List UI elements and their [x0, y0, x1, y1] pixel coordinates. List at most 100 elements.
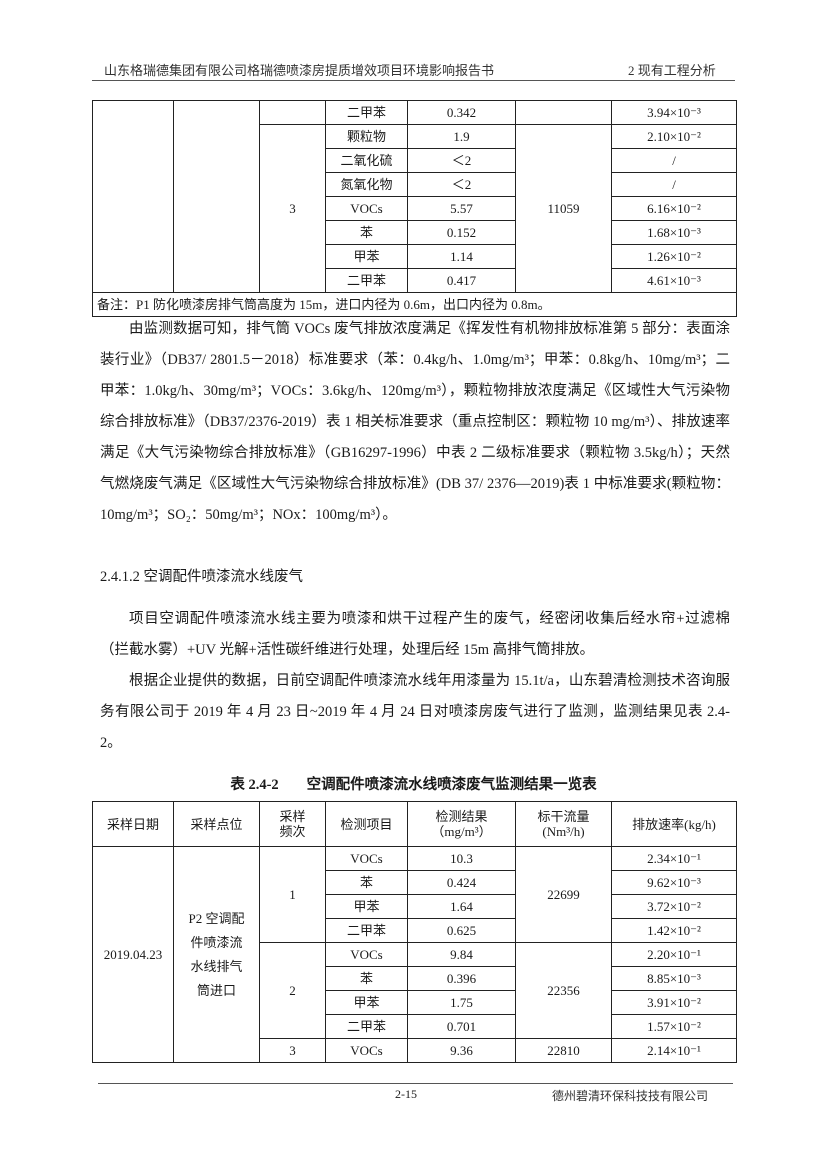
flow-cell: 22810 — [515, 1038, 612, 1063]
conc-cell: 9.84 — [407, 942, 516, 967]
paragraph-monitoring: 根据企业提供的数据，日前空调配件喷漆流水线年用漆量为 15.1t/a，山东碧清检… — [100, 673, 730, 751]
rate-cell: 2.14×10⁻¹ — [611, 1038, 737, 1063]
freq-cell: 3 — [259, 1038, 326, 1063]
conc-cell: 10.3 — [407, 846, 516, 871]
table-caption-title: 空调配件喷漆流水线喷漆废气监测结果一览表 — [306, 777, 597, 793]
rate-cell: 2.34×10⁻¹ — [611, 846, 737, 871]
table-row: 2 VOCs 9.84 22356 2.20×10⁻¹ — [93, 942, 737, 1039]
rate-cell: 6.16×10⁻² — [611, 196, 737, 221]
header-frequency: 采样频次 — [259, 801, 326, 847]
item-cell: VOCs — [325, 196, 408, 221]
footer-divider — [98, 1083, 733, 1084]
table-header-row: 采样日期 采样点位 采样频次 检测项目 检测结果（mg/m³） 标干流量(Nm³… — [92, 801, 737, 847]
item-cell: VOCs — [325, 1038, 408, 1063]
freq-cell: 2 — [259, 942, 326, 1039]
item-cell: 甲苯 — [325, 894, 408, 919]
conc-cell: 0.342 — [407, 100, 516, 125]
conc-cell: 0.424 — [407, 870, 516, 895]
table-caption: 表 2.4-2 空调配件喷漆流水线喷漆废气监测结果一览表 — [0, 773, 827, 794]
header-rate: 排放速率(kg/h) — [611, 801, 737, 847]
freq-cell: 3 — [259, 124, 326, 293]
table-row: 3 VOCs 9.36 22810 2.14×10⁻¹ — [93, 1038, 737, 1063]
rate-cell: 3.94×10⁻³ — [611, 100, 737, 125]
item-cell: 二甲苯 — [325, 1014, 408, 1039]
rate-cell: 1.57×10⁻² — [611, 1014, 737, 1039]
table-note: 备注：P1 防化喷漆房排气筒高度为 15m，进口内径为 0.6m，出口内径为 0… — [92, 292, 737, 317]
item-cell: 二甲苯 — [325, 268, 408, 293]
item-cell: 二甲苯 — [325, 100, 408, 125]
conc-cell: 0.625 — [407, 918, 516, 943]
monitoring-results-table: 采样日期 采样点位 采样频次 检测项目 检测结果（mg/m³） 标干流量(Nm³… — [92, 801, 737, 1063]
conc-cell: 0.417 — [407, 268, 516, 293]
conc-cell: 1.64 — [407, 894, 516, 919]
freq-cell: 1 — [259, 846, 326, 943]
table-note-row: 备注：P1 防化喷漆房排气筒高度为 15m，进口内径为 0.6m，出口内径为 0… — [92, 292, 737, 317]
running-header-title: 山东格瑞德集团有限公司格瑞德喷漆房提质增效项目环境影响报告书 — [104, 63, 495, 78]
rate-cell: / — [611, 172, 737, 197]
rate-cell: 4.61×10⁻³ — [611, 268, 737, 293]
table-row: 甲苯 1.14 1.26×10⁻² — [93, 244, 737, 269]
item-cell: VOCs — [325, 942, 408, 967]
section-heading: 2.4.1.2 空调配件喷漆流水线废气 — [100, 569, 303, 585]
running-header-section: 2 现有工程分析 — [628, 63, 716, 78]
item-cell: 甲苯 — [325, 990, 408, 1015]
item-cell: 颗粒物 — [325, 124, 408, 149]
table-row: 甲苯 1.75 3.91×10⁻² — [93, 990, 737, 1015]
item-cell: 苯 — [325, 220, 408, 245]
conc-cell: 1.9 — [407, 124, 516, 149]
freq-cell — [259, 100, 326, 125]
conc-cell: 0.396 — [407, 966, 516, 991]
table-row: 二氧化硫 ＜2 / — [93, 148, 737, 173]
item-cell: 氮氧化物 — [325, 172, 408, 197]
rate-cell: 3.72×10⁻² — [611, 894, 737, 919]
flow-cell: 11059 — [515, 124, 612, 293]
rate-cell: 1.68×10⁻³ — [611, 220, 737, 245]
monitoring-table-continued: 二甲苯 0.342 3.94×10⁻³ 3 颗粒物 1.9 11059 2.10… — [92, 100, 737, 317]
header-flow: 标干流量(Nm³/h) — [515, 801, 612, 847]
table-row: VOCs 5.57 6.16×10⁻² — [93, 196, 737, 221]
item-cell: 甲苯 — [325, 244, 408, 269]
table-row: 氮氧化物 ＜2 / — [93, 172, 737, 197]
table-row: 苯 0.396 8.85×10⁻³ — [93, 966, 737, 991]
conc-cell: ＜2 — [407, 148, 516, 173]
table-row: 3 颗粒物 1.9 11059 2.10×10⁻² — [93, 124, 737, 293]
flow-cell: 22356 — [515, 942, 612, 1039]
conc-cell: 9.36 — [407, 1038, 516, 1063]
table-caption-number: 表 2.4-2 — [230, 777, 279, 793]
rate-cell: 9.62×10⁻³ — [611, 870, 737, 895]
header-date: 采样日期 — [92, 801, 174, 847]
flow-cell — [515, 100, 612, 125]
table-row: 苯 0.152 1.68×10⁻³ — [93, 220, 737, 245]
footer-company: 德州碧清环保科技技有限公司 — [552, 1089, 709, 1103]
rate-cell: 1.26×10⁻² — [611, 244, 737, 269]
item-cell: 二甲苯 — [325, 918, 408, 943]
rate-cell: 8.85×10⁻³ — [611, 966, 737, 991]
paragraph-process: 项目空调配件喷漆流水线主要为喷漆和烘干过程产生的废气，经密闭收集后经水帘+过滤棉… — [100, 611, 730, 658]
header-item: 检测项目 — [325, 801, 408, 847]
conc-cell: 5.57 — [407, 196, 516, 221]
header-result: 检测结果（mg/m³） — [407, 801, 516, 847]
header-location: 采样点位 — [173, 801, 260, 847]
rate-cell: 2.20×10⁻¹ — [611, 942, 737, 967]
table-row: 二甲苯 0.342 3.94×10⁻³ — [92, 100, 737, 293]
table-row: 2019.04.23 P2 空调配件喷漆流水线排气筒进口 1 VOCs 10.3… — [92, 846, 737, 1063]
date-cell: 2019.04.23 — [92, 846, 174, 1063]
location-cell: P2 空调配件喷漆流水线排气筒进口 — [173, 846, 260, 1063]
rate-cell: 1.42×10⁻² — [611, 918, 737, 943]
flow-cell: 22699 — [515, 846, 612, 943]
table-row: 二甲苯 0.701 1.57×10⁻² — [93, 1014, 737, 1039]
rate-cell: 2.10×10⁻² — [611, 124, 737, 149]
paragraph-standards: 由监测数据可知，排气筒 VOCs 废气排放浓度满足《挥发性有机物排放标准第 5 … — [100, 321, 730, 523]
table-row: 甲苯 1.64 3.72×10⁻² — [93, 894, 737, 919]
item-cell: 二氧化硫 — [325, 148, 408, 173]
item-cell: 苯 — [325, 966, 408, 991]
location-cell — [173, 100, 260, 293]
conc-cell: 1.75 — [407, 990, 516, 1015]
item-cell: VOCs — [325, 846, 408, 871]
page-number: 2-15 — [395, 1087, 417, 1101]
header-divider — [92, 80, 735, 81]
item-cell: 苯 — [325, 870, 408, 895]
conc-cell: 0.152 — [407, 220, 516, 245]
conc-cell: ＜2 — [407, 172, 516, 197]
rate-cell: 3.91×10⁻² — [611, 990, 737, 1015]
